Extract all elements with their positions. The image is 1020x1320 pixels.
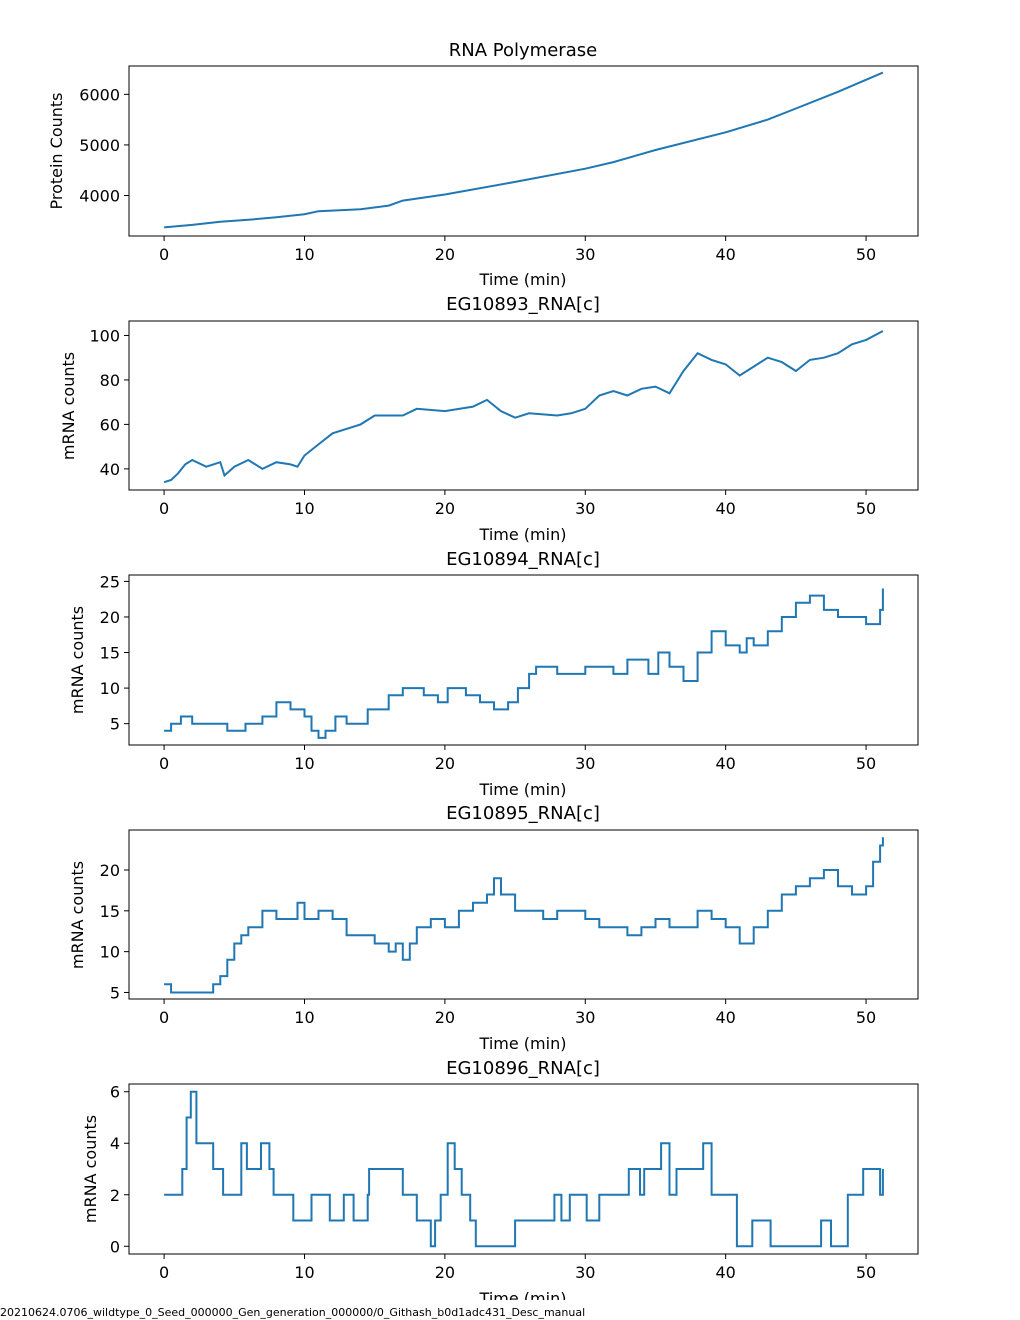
x-tick-label: 40 — [715, 754, 735, 773]
x-tick-label: 50 — [856, 245, 876, 264]
x-axis-label: Time (min) — [479, 1034, 567, 1053]
x-tick-label: 50 — [856, 1008, 876, 1027]
y-ticks: 5 10 15 20 25 — [100, 572, 129, 734]
y-tick-label: 80 — [100, 371, 120, 390]
y-tick-label: 5 — [110, 983, 120, 1002]
series-line — [164, 1090, 884, 1248]
x-tick-label: 10 — [294, 754, 314, 773]
y-tick-label: 5 — [110, 715, 120, 734]
x-tick-label: 30 — [575, 1263, 595, 1282]
panel-eg10896: EG10896_RNA[c] 0 10 20 30 40 50 0 2 4 6 Time (mi… — [81, 1058, 919, 1300]
x-ticks: 0 10 20 30 40 50 — [159, 999, 876, 1027]
series-line — [164, 71, 884, 229]
x-tick-label: 20 — [435, 1008, 455, 1027]
y-ticks: 4000 5000 6000 — [79, 85, 129, 206]
x-tick-label: 50 — [856, 1263, 876, 1282]
y-ticks: 40 60 80 100 — [89, 326, 129, 479]
panel-eg10893: EG10893_RNA[c] 0 10 20 30 40 50 40 60 80 100 Tim… — [59, 294, 919, 544]
y-tick-label: 6000 — [79, 85, 120, 104]
x-tick-label: 0 — [159, 754, 169, 773]
x-tick-label: 40 — [715, 245, 735, 264]
y-tick-label: 10 — [100, 679, 120, 698]
y-tick-label: 5000 — [79, 136, 120, 155]
x-tick-label: 50 — [856, 754, 876, 773]
plot-frame — [128, 829, 919, 1000]
x-tick-label: 0 — [159, 499, 169, 518]
y-axis-label: mRNA counts — [59, 352, 78, 460]
x-tick-label: 10 — [294, 1008, 314, 1027]
y-tick-label: 0 — [110, 1237, 120, 1256]
x-tick-label: 20 — [435, 499, 455, 518]
footer-caption: 20210624.0706_wildtype_0_Seed_000000_Gen… — [0, 1306, 586, 1319]
x-tick-label: 0 — [159, 245, 169, 264]
x-tick-label: 40 — [715, 1263, 735, 1282]
x-ticks: 0 10 20 30 40 50 — [159, 236, 876, 264]
x-tick-label: 10 — [294, 1263, 314, 1282]
x-ticks: 0 10 20 30 40 50 — [159, 745, 876, 773]
y-axis-label: mRNA counts — [81, 1115, 100, 1223]
x-tick-label: 10 — [294, 499, 314, 518]
panel-title: EG10896_RNA[c] — [446, 1058, 600, 1079]
y-tick-label: 20 — [100, 608, 120, 627]
panel-eg10894: EG10894_RNA[c] 0 10 20 30 40 50 5 10 15 20 25 Tim… — [68, 549, 919, 799]
x-tick-label: 30 — [575, 499, 595, 518]
x-axis-label: Time (min) — [479, 780, 567, 799]
y-tick-label: 10 — [100, 943, 120, 962]
x-axis-label: Time (min) — [479, 1289, 567, 1300]
y-tick-label: 4 — [110, 1134, 120, 1153]
x-tick-label: 20 — [435, 1263, 455, 1282]
x-tick-label: 30 — [575, 1008, 595, 1027]
x-tick-label: 50 — [856, 499, 876, 518]
x-tick-label: 0 — [159, 1263, 169, 1282]
panel-title: RNA Polymerase — [449, 40, 597, 61]
x-tick-label: 0 — [159, 1008, 169, 1027]
panel-title: EG10893_RNA[c] — [446, 294, 600, 315]
x-tick-label: 40 — [715, 499, 735, 518]
x-axis-label: Time (min) — [479, 270, 567, 289]
panel-title: EG10894_RNA[c] — [446, 549, 600, 570]
x-tick-label: 20 — [435, 245, 455, 264]
y-ticks: 0 2 4 6 — [110, 1083, 129, 1256]
plot-frame — [128, 65, 919, 237]
plot-frame — [128, 320, 919, 491]
panel-rna-polymerase: RNA Polymerase 0 10 20 30 40 50 400050006000 … — [47, 40, 919, 289]
x-ticks: 0 10 20 30 40 50 — [159, 1254, 876, 1282]
plot-frame — [128, 1083, 919, 1255]
y-tick-label: 15 — [100, 644, 120, 663]
y-tick-label: 20 — [100, 861, 120, 880]
y-tick-label: 15 — [100, 902, 120, 921]
plot-frame — [128, 574, 919, 746]
y-axis-label: Protein Counts — [47, 92, 66, 209]
x-tick-label: 10 — [294, 245, 314, 264]
y-tick-label: 6 — [110, 1083, 120, 1102]
y-tick-label: 100 — [89, 326, 120, 345]
x-axis-label: Time (min) — [479, 525, 567, 544]
x-tick-label: 30 — [575, 754, 595, 773]
series-line — [163, 330, 884, 484]
panel-eg10895: EG10895_RNA[c] 0 10 20 30 40 50 5 10 15 20 Time … — [68, 803, 919, 1053]
y-axis-label: mRNA counts — [68, 606, 87, 714]
y-tick-label: 2 — [110, 1186, 120, 1205]
y-ticks: 5 10 15 20 — [100, 861, 129, 1002]
series-line — [164, 588, 884, 739]
x-tick-label: 30 — [575, 245, 595, 264]
y-tick-label: 4000 — [79, 187, 120, 206]
x-ticks: 0 10 20 30 40 50 — [159, 490, 876, 518]
y-axis-label: mRNA counts — [68, 861, 87, 969]
series-line — [164, 837, 884, 994]
x-tick-label: 20 — [435, 754, 455, 773]
y-tick-label: 60 — [100, 415, 120, 434]
y-tick-label: 40 — [100, 460, 120, 479]
x-tick-label: 40 — [715, 1008, 735, 1027]
panel-title: EG10895_RNA[c] — [446, 803, 600, 824]
y-tick-label: 25 — [100, 572, 120, 591]
